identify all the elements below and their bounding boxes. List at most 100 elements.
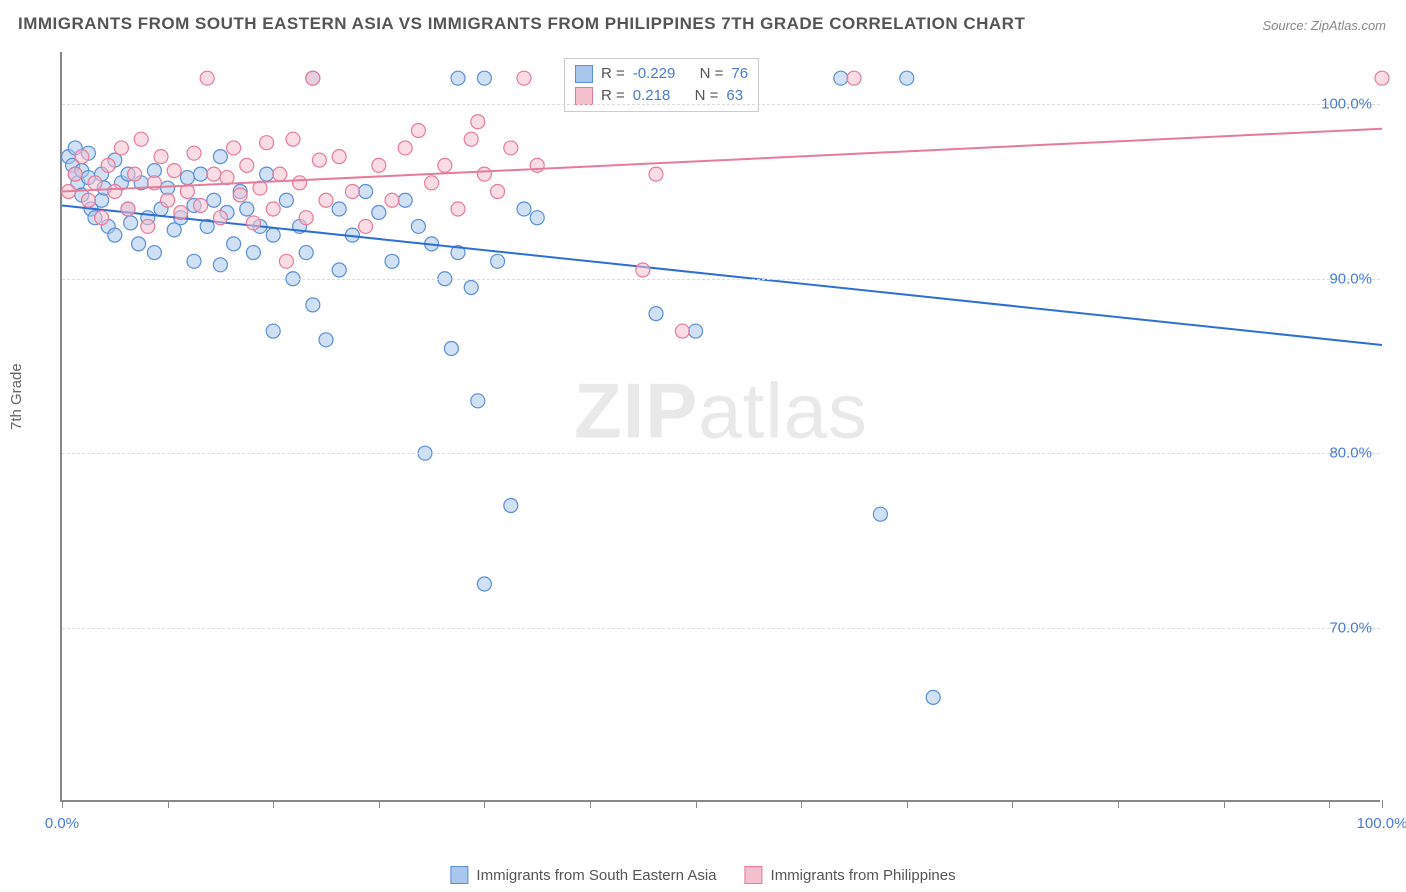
x-tick xyxy=(1329,800,1330,808)
data-point xyxy=(312,153,326,167)
data-point xyxy=(95,193,109,207)
data-point xyxy=(81,193,95,207)
data-point xyxy=(689,324,703,338)
data-point xyxy=(464,280,478,294)
data-point xyxy=(227,141,241,155)
data-point xyxy=(108,228,122,242)
y-axis-label: 7th Grade xyxy=(8,363,25,430)
x-tick-label: 0.0% xyxy=(45,815,79,832)
data-point xyxy=(900,71,914,85)
data-point xyxy=(873,507,887,521)
series-legend: Immigrants from South Eastern Asia Immig… xyxy=(450,866,955,884)
swatch-philippines-icon xyxy=(745,866,763,884)
data-point xyxy=(286,132,300,146)
data-point xyxy=(425,176,439,190)
data-point xyxy=(477,71,491,85)
chart-svg xyxy=(62,52,1380,800)
regression-line xyxy=(62,129,1382,192)
data-point xyxy=(266,324,280,338)
data-point xyxy=(240,202,254,216)
data-point xyxy=(246,216,260,230)
data-point xyxy=(187,254,201,268)
x-tick xyxy=(484,800,485,808)
x-tick xyxy=(1382,800,1383,808)
legend-item-se-asia: Immigrants from South Eastern Asia xyxy=(450,866,716,884)
x-tick xyxy=(62,800,63,808)
data-point xyxy=(213,150,227,164)
data-point xyxy=(636,263,650,277)
data-point xyxy=(372,158,386,172)
data-point xyxy=(504,141,518,155)
data-point xyxy=(438,158,452,172)
data-point xyxy=(444,342,458,356)
data-point xyxy=(517,71,531,85)
gridline xyxy=(62,279,1380,280)
data-point xyxy=(359,219,373,233)
data-point xyxy=(385,193,399,207)
x-tick xyxy=(907,800,908,808)
data-point xyxy=(530,211,544,225)
data-point xyxy=(266,202,280,216)
data-point xyxy=(207,167,221,181)
x-tick xyxy=(696,800,697,808)
chart-title: IMMIGRANTS FROM SOUTH EASTERN ASIA VS IM… xyxy=(18,14,1025,34)
data-point xyxy=(167,164,181,178)
x-tick xyxy=(273,800,274,808)
x-tick xyxy=(168,800,169,808)
data-point xyxy=(293,176,307,190)
x-tick xyxy=(801,800,802,808)
data-point xyxy=(359,185,373,199)
data-point xyxy=(95,211,109,225)
data-point xyxy=(332,263,346,277)
data-point xyxy=(246,246,260,260)
data-point xyxy=(75,150,89,164)
legend-item-philippines: Immigrants from Philippines xyxy=(745,866,956,884)
data-point xyxy=(530,158,544,172)
data-point xyxy=(1375,71,1389,85)
gridline xyxy=(62,628,1380,629)
data-point xyxy=(101,158,115,172)
data-point xyxy=(279,254,293,268)
data-point xyxy=(372,205,386,219)
data-point xyxy=(451,71,465,85)
data-point xyxy=(207,193,221,207)
gridline xyxy=(62,453,1380,454)
x-tick-label: 100.0% xyxy=(1357,815,1406,832)
source-attribution: Source: ZipAtlas.com xyxy=(1262,18,1386,33)
data-point xyxy=(68,167,82,181)
data-point xyxy=(108,185,122,199)
data-point xyxy=(121,202,135,216)
y-tick-label: 80.0% xyxy=(1329,445,1372,462)
x-tick xyxy=(1224,800,1225,808)
data-point xyxy=(200,71,214,85)
data-point xyxy=(345,185,359,199)
data-point xyxy=(649,167,663,181)
data-point xyxy=(194,167,208,181)
data-point xyxy=(299,211,313,225)
data-point xyxy=(134,132,148,146)
data-point xyxy=(675,324,689,338)
data-point xyxy=(332,150,346,164)
data-point xyxy=(213,258,227,272)
data-point xyxy=(491,185,505,199)
data-point xyxy=(332,202,346,216)
data-point xyxy=(319,193,333,207)
y-tick-label: 100.0% xyxy=(1321,96,1372,113)
data-point xyxy=(273,167,287,181)
data-point xyxy=(128,167,142,181)
data-point xyxy=(132,237,146,251)
data-point xyxy=(260,136,274,150)
data-point xyxy=(124,216,138,230)
data-point xyxy=(147,246,161,260)
data-point xyxy=(926,690,940,704)
data-point xyxy=(411,123,425,137)
plot-area: ZIPatlas R = -0.229 N = 76 R = 0.218 N =… xyxy=(60,52,1380,802)
data-point xyxy=(233,188,247,202)
data-point xyxy=(279,193,293,207)
data-point xyxy=(187,146,201,160)
x-tick xyxy=(1012,800,1013,808)
data-point xyxy=(517,202,531,216)
data-point xyxy=(847,71,861,85)
data-point xyxy=(88,176,102,190)
y-tick-label: 70.0% xyxy=(1329,619,1372,636)
